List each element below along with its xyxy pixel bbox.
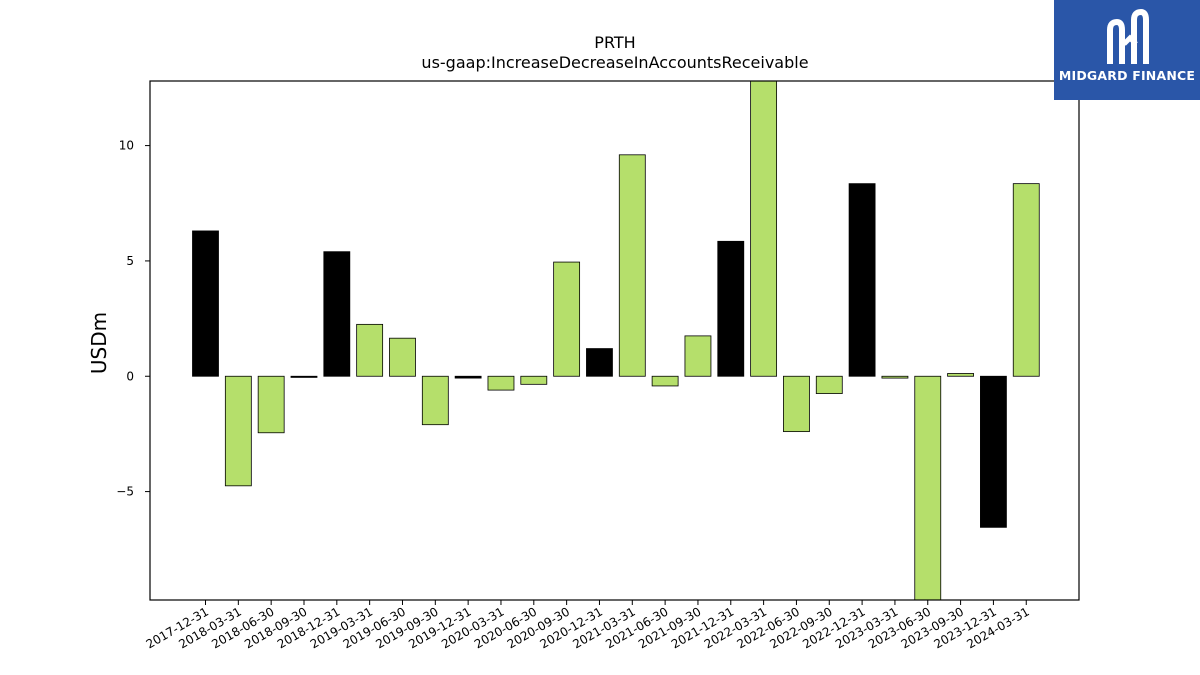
bar-2017-12-31 [192, 230, 219, 377]
x-axis: 2017-12-312018-03-312018-06-302018-09-30… [144, 600, 1032, 651]
bar-2023-09-30 [947, 373, 974, 377]
bar-2020-03-31 [487, 375, 515, 391]
y-tick-label: −5 [116, 485, 134, 499]
y-tick-label: 0 [126, 369, 134, 383]
chart-subtitle: us-gaap:IncreaseDecreaseInAccountsReceiv… [421, 53, 808, 72]
y-axis-label: USDm [87, 312, 111, 374]
bar-2018-06-30 [257, 375, 285, 434]
chart-title: PRTH [594, 33, 635, 52]
bar-2018-12-31 [323, 251, 351, 377]
bar-2018-03-31 [224, 375, 252, 487]
y-tick-label: 5 [126, 254, 134, 268]
bar-2022-12-31 [848, 183, 876, 377]
bar-2021-12-31 [717, 240, 745, 377]
bar-2023-06-30 [914, 375, 942, 601]
bar-2018-09-30 [290, 375, 318, 378]
bar-2021-09-30 [684, 335, 712, 377]
bars-group [192, 80, 1040, 601]
bar-2024-03-31 [1012, 183, 1040, 377]
bar-2022-03-31 [750, 80, 778, 377]
bar-2022-06-30 [783, 375, 810, 433]
bar-2020-06-30 [520, 375, 548, 385]
bar-2023-03-31 [881, 375, 909, 379]
logo-mark-icon [1107, 8, 1149, 64]
bar-2019-06-30 [389, 337, 416, 377]
bar-2019-09-30 [421, 375, 449, 426]
y-axis: −5 0 5 10 [116, 139, 150, 499]
bar-2022-09-30 [815, 375, 843, 394]
bar-2019-03-31 [356, 323, 384, 377]
bar-2021-06-30 [651, 375, 679, 387]
plot-frame [149, 80, 1080, 601]
bar-2020-12-31 [586, 348, 613, 377]
bar-2020-09-30 [553, 261, 581, 377]
logo-text: MIDGARD FINANCE [1058, 68, 1196, 83]
y-tick-label: 10 [119, 139, 134, 153]
bar-2023-12-31 [980, 375, 1007, 528]
midgard-finance-logo: MIDGARD FINANCE [1054, 0, 1200, 100]
bar-2021-03-31 [618, 154, 646, 377]
bar-2019-12-31 [454, 375, 482, 379]
